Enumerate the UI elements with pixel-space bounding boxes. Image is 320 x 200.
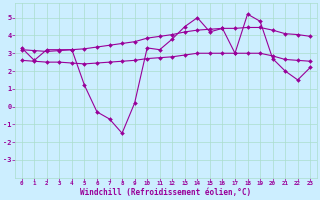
X-axis label: Windchill (Refroidissement éolien,°C): Windchill (Refroidissement éolien,°C) — [80, 188, 252, 197]
